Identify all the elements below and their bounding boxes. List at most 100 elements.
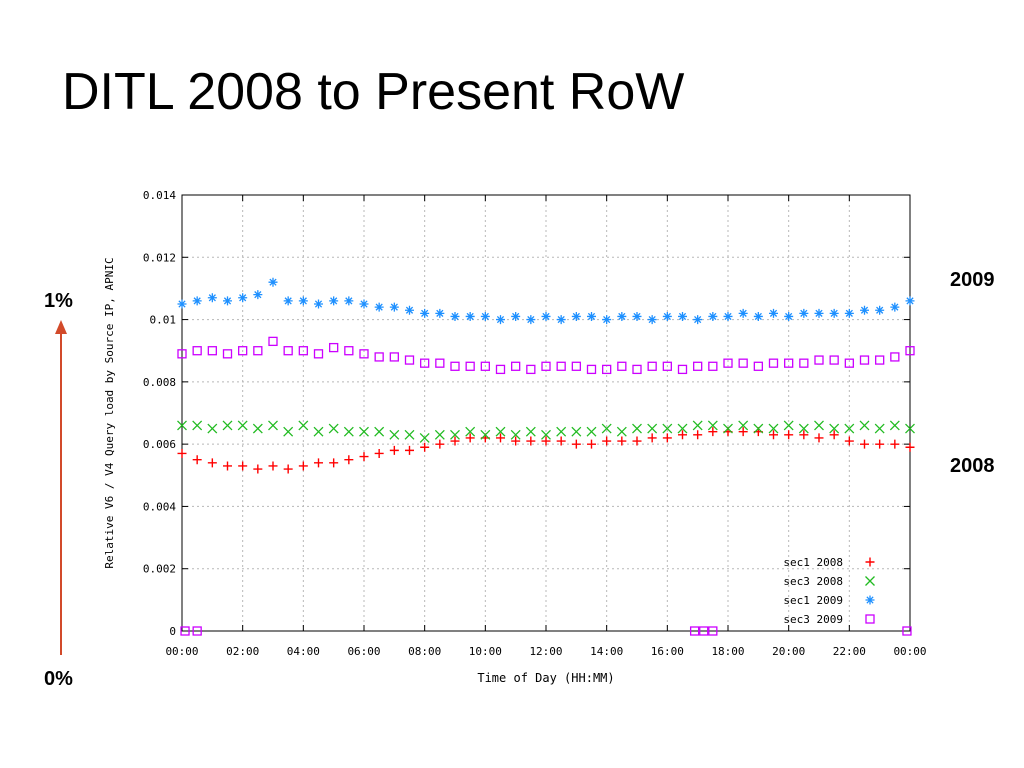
data-point	[480, 361, 490, 371]
data-point	[237, 420, 248, 431]
data-point	[571, 439, 581, 449]
data-point	[860, 305, 869, 315]
data-point	[238, 346, 248, 356]
data-point	[753, 311, 763, 321]
legend-label: sec1 2008	[783, 556, 843, 569]
data-point	[814, 308, 824, 318]
arrow-head	[55, 320, 67, 334]
data-point	[511, 311, 521, 321]
x-tick-label: 00:00	[893, 645, 926, 658]
data-point	[329, 342, 339, 353]
data-point	[829, 355, 839, 365]
data-point	[829, 430, 839, 440]
data-point	[525, 426, 536, 437]
x-tick-label: 14:00	[590, 645, 623, 658]
data-point	[753, 361, 763, 371]
data-point	[859, 355, 870, 365]
data-point	[699, 626, 709, 636]
data-point	[222, 420, 233, 431]
data-point	[783, 420, 794, 431]
data-point	[844, 308, 854, 318]
data-point	[238, 293, 248, 303]
data-point	[419, 432, 430, 443]
data-point	[526, 315, 536, 325]
data-point	[875, 305, 885, 315]
data-point	[405, 305, 414, 315]
data-point	[769, 308, 778, 318]
data-point	[556, 315, 566, 325]
data-point	[541, 429, 551, 440]
data-point	[268, 336, 278, 347]
data-point	[556, 361, 566, 371]
data-point	[465, 361, 475, 371]
data-point	[404, 429, 415, 440]
y-axis-label: Relative V6 / V4 Query load by Source IP…	[103, 257, 116, 568]
x-tick-label: 08:00	[408, 645, 441, 658]
data-point	[647, 361, 657, 371]
data-point	[359, 299, 369, 309]
y-tick-label: 0.006	[143, 438, 176, 451]
data-point	[313, 349, 324, 359]
data-point	[738, 420, 749, 431]
data-point	[571, 361, 581, 371]
data-point	[738, 358, 748, 368]
data-point	[799, 358, 809, 368]
data-point	[207, 423, 218, 434]
data-point	[344, 455, 354, 465]
data-point	[844, 358, 854, 368]
data-point	[526, 436, 536, 446]
data-point	[784, 358, 794, 368]
data-point	[192, 626, 202, 636]
data-point	[496, 433, 505, 443]
data-point	[207, 293, 217, 303]
data-point	[329, 458, 339, 468]
data-point	[693, 430, 703, 440]
data-point	[905, 296, 915, 306]
data-point	[420, 442, 430, 452]
data-point	[798, 423, 809, 434]
x-axis-label: Time of Day (HH:MM)	[477, 671, 614, 685]
legend-label: sec1 2009	[783, 594, 843, 607]
data-point	[389, 429, 400, 440]
x-tick-label: 18:00	[711, 645, 744, 658]
data-point	[890, 302, 900, 312]
data-point	[662, 423, 673, 434]
data-point	[465, 433, 475, 443]
data-point	[435, 439, 445, 449]
data-point	[435, 308, 445, 318]
data-point	[343, 426, 354, 437]
data-point	[298, 461, 308, 471]
data-point	[799, 430, 809, 440]
data-point	[723, 358, 733, 368]
data-point	[784, 430, 794, 440]
data-point	[192, 455, 202, 465]
data-point	[678, 430, 687, 440]
data-point	[298, 296, 308, 306]
data-point	[252, 423, 263, 434]
data-point	[192, 346, 202, 356]
x-tick-label: 16:00	[651, 645, 684, 658]
data-point	[268, 277, 278, 287]
data-point	[253, 290, 263, 300]
data-point	[207, 346, 217, 356]
data-point	[526, 364, 536, 375]
data-point	[632, 436, 642, 446]
data-point	[359, 452, 369, 462]
data-point	[662, 361, 672, 371]
x-tick-label: 02:00	[226, 645, 259, 658]
data-point	[465, 311, 475, 321]
data-point	[875, 355, 885, 365]
data-point	[389, 445, 399, 455]
data-point	[738, 427, 748, 437]
legend-marker	[865, 576, 875, 586]
data-point	[859, 420, 870, 431]
data-point	[434, 429, 445, 440]
data-point	[283, 464, 293, 474]
data-point	[632, 423, 642, 434]
data-point	[586, 364, 597, 375]
year-2009-label: 2009	[950, 269, 995, 291]
zero-percent-label: 0%	[44, 668, 73, 690]
data-point	[298, 420, 309, 431]
data-point	[177, 448, 187, 458]
data-point	[708, 427, 718, 437]
